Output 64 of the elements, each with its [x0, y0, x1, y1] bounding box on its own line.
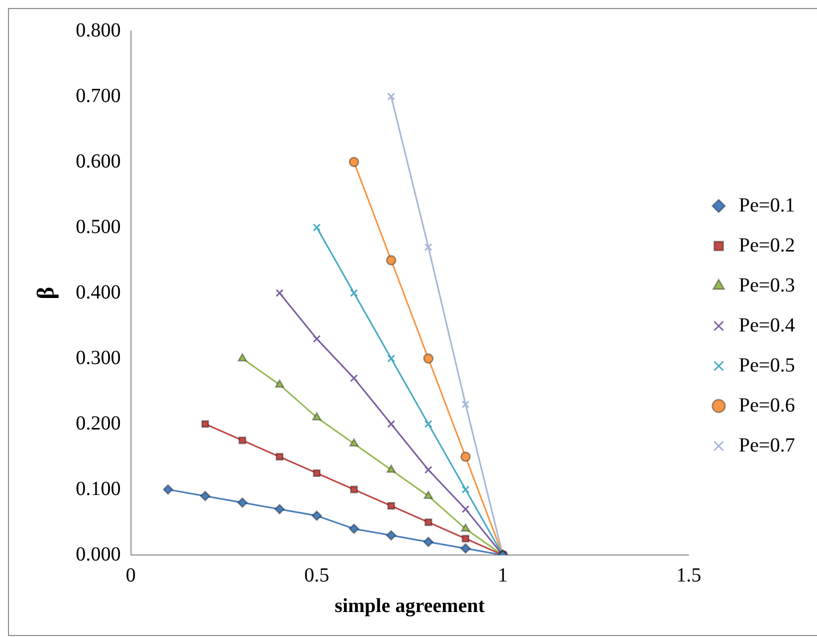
- point: [238, 353, 248, 362]
- legend-label: Pe=0.6: [738, 394, 795, 416]
- point: [460, 452, 471, 462]
- legend-label: Pe=0.5: [738, 354, 795, 376]
- point: [424, 490, 434, 500]
- y-axis-title: β: [34, 286, 60, 300]
- x-tick-label: 0.5: [304, 564, 330, 586]
- point: [274, 379, 284, 388]
- point: [462, 486, 470, 494]
- point: [312, 469, 321, 478]
- point: [312, 224, 321, 232]
- point: [424, 466, 432, 474]
- point: [237, 497, 248, 508]
- y-tick-label: 0.700: [76, 84, 121, 107]
- y-tick-label: 0.200: [76, 412, 121, 434]
- point: [423, 353, 434, 364]
- point: [276, 452, 284, 461]
- point: [274, 504, 285, 514]
- x-tick-label: 0: [126, 564, 136, 586]
- point: [238, 436, 246, 444]
- point: [387, 354, 396, 362]
- point: [462, 400, 470, 408]
- point: [462, 534, 470, 543]
- legend-label: Pe=0.3: [738, 274, 795, 296]
- y-tick-label: 0.800: [76, 19, 121, 42]
- y-tick-label: 0.000: [76, 543, 121, 566]
- legend-label: Pe=0.4: [738, 314, 795, 336]
- point: [348, 524, 360, 534]
- point: [386, 255, 396, 266]
- point: [200, 490, 210, 502]
- point: [424, 243, 432, 252]
- point: [162, 484, 174, 495]
- point: [312, 510, 322, 521]
- legend-label: Pe=0.7: [738, 434, 795, 456]
- point: [350, 374, 358, 382]
- point: [387, 502, 396, 510]
- point: [387, 92, 396, 100]
- legend-label: Pe=0.1: [738, 194, 795, 216]
- point: [387, 420, 396, 428]
- point: [386, 530, 396, 541]
- x-tick-label: 1: [498, 564, 508, 586]
- y-tick-label: 0.600: [76, 150, 121, 172]
- point: [348, 156, 360, 168]
- point: [349, 438, 359, 447]
- point: [312, 412, 322, 420]
- point: [423, 536, 434, 548]
- y-tick-label: 0.500: [76, 216, 121, 238]
- legend-label: Pe=0.2: [738, 234, 795, 256]
- point: [424, 518, 432, 526]
- point: [424, 420, 432, 428]
- point: [462, 505, 470, 514]
- y-tick-label: 0.400: [76, 281, 121, 304]
- y-tick-label: 0.300: [76, 346, 121, 369]
- point: [201, 420, 210, 428]
- point: [386, 464, 396, 473]
- x-tick-label: 1.5: [676, 564, 702, 586]
- point: [460, 524, 470, 532]
- x-axis-title: simple agreement: [334, 595, 486, 618]
- point: [350, 289, 358, 297]
- point: [460, 543, 471, 554]
- y-tick-label: 0.100: [76, 478, 121, 500]
- point: [312, 334, 321, 343]
- point: [350, 486, 358, 494]
- point: [276, 289, 284, 297]
